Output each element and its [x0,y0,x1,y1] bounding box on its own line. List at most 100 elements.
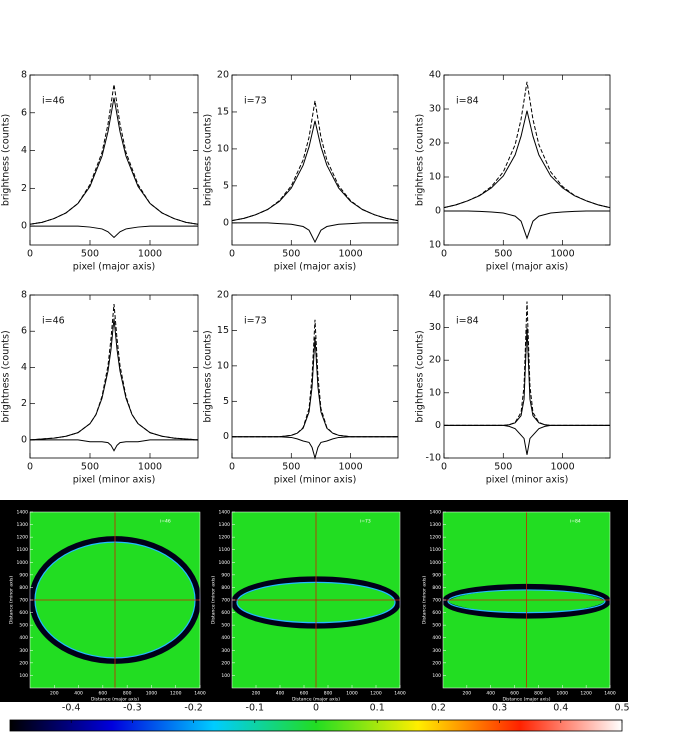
series-line [29,97,199,225]
x-tick-label: 0 [229,249,235,260]
y-tick-label: 1300 [430,522,442,528]
y-tick-label: 4 [21,145,27,156]
plot-frame [443,74,611,246]
y-tick-label: 4 [21,362,27,373]
y-tick-label: 10 [429,240,441,251]
x-tick-label: 800 [324,691,333,697]
x-axis-label: pixel (major axis) [486,262,568,273]
series-line [232,436,398,460]
y-tick-label: 10 [217,360,229,371]
x-tick-label: 200 [463,691,472,697]
y-tick-label: 1200 [219,535,231,541]
y-tick-label: 10 [429,387,441,398]
y-tick-label: 600 [19,610,28,616]
series-line [232,319,398,438]
plot-frame [29,294,199,459]
y-tick-label: 300 [19,648,28,654]
x-axis-label: pixel (major axis) [73,262,155,273]
y-tick-label: 30 [429,104,441,115]
annotation: i=84 [570,519,581,525]
y-tick-label: 5 [223,180,229,191]
x-tick-label: 800 [534,691,543,697]
y-axis-label: brightness (counts) [1,114,12,206]
x-tick-label: 500 [282,462,300,473]
colorbar-tick-label: 0.5 [614,703,629,714]
series-line [29,318,199,441]
series-line [232,222,398,244]
y-tick-label: 100 [19,673,28,679]
x-tick-label: 0 [27,249,33,260]
x-tick-label: 500 [282,249,300,260]
y-tick-label: 100 [221,673,230,679]
series-line [444,327,610,426]
y-tick-label: 500 [19,623,28,629]
x-axis-label: Distance (major axis) [502,697,550,703]
annotation: i=84 [456,316,479,327]
colorbar-tick-label: 0.1 [370,703,385,714]
y-tick-label: 500 [221,623,230,629]
colorbar-tick-label: 0.4 [553,703,568,714]
series-line [231,100,399,222]
x-tick-label: 1000 [550,462,574,473]
y-tick-label: 0 [223,431,229,442]
x-tick-label: 400 [74,691,83,697]
series-line [444,210,610,240]
y-tick-label: 1100 [17,547,29,553]
series-line [29,304,199,441]
y-tick-label: 0 [435,206,441,217]
y-tick-label: 20 [217,70,229,81]
y-axis-label: brightness (counts) [415,114,426,206]
y-tick-label: 1000 [219,560,231,566]
x-tick-label: 1400 [604,691,616,697]
x-tick-label: 200 [50,691,59,697]
x-tick-label: 1000 [338,249,362,260]
x-tick-label: 500 [494,462,512,473]
y-tick-label: 1300 [17,522,29,528]
x-tick-label: 600 [300,691,309,697]
y-axis-label: Distance (minor axis) [422,576,428,624]
y-axis-label: brightness (counts) [203,330,214,422]
x-tick-label: 400 [276,691,285,697]
y-tick-label: 0 [21,221,27,232]
colorbar-tick-label: -0.1 [246,703,265,714]
y-tick-label: 200 [432,660,441,666]
series-line [29,84,199,225]
annotation: i=73 [360,519,371,525]
x-tick-label: 600 [99,691,108,697]
y-tick-label: 0 [223,217,229,228]
y-tick-label: 200 [19,660,28,666]
y-tick-label: 20 [217,290,229,301]
y-tick-label: 300 [221,648,230,654]
series-line [444,424,610,455]
y-tick-label: 2 [21,398,27,409]
y-tick-label: 900 [19,572,28,578]
annotation: i=73 [244,316,267,327]
y-tick-label: 300 [432,648,441,654]
colorbar-tick-label: -0.2 [184,703,203,714]
y-tick-label: 400 [432,635,441,641]
y-tick-label: 1000 [430,560,442,566]
y-tick-label: 1200 [17,535,29,541]
x-tick-label: 500 [81,249,99,260]
y-axis-label: brightness (counts) [203,114,214,206]
y-tick-label: 200 [221,660,230,666]
x-tick-label: 1000 [138,462,162,473]
annotation: i=46 [42,316,65,327]
plot-frame [443,294,611,459]
x-tick-label: 500 [494,249,512,260]
y-tick-label: 15 [217,106,229,117]
x-tick-label: 400 [486,691,495,697]
series-line [30,225,198,239]
y-tick-label: 100 [432,673,441,679]
y-axis-label: Distance (minor axis) [9,576,15,624]
y-tick-label: 2 [21,183,27,194]
y-tick-label: 1400 [430,510,442,516]
y-axis-label: brightness (counts) [1,330,12,422]
annotation: i=46 [42,96,65,107]
y-tick-label: 1400 [17,510,29,516]
y-tick-label: 400 [221,635,230,641]
y-tick-label: 600 [221,610,230,616]
y-tick-label: 1200 [430,535,442,541]
annotation: i=73 [244,96,267,107]
